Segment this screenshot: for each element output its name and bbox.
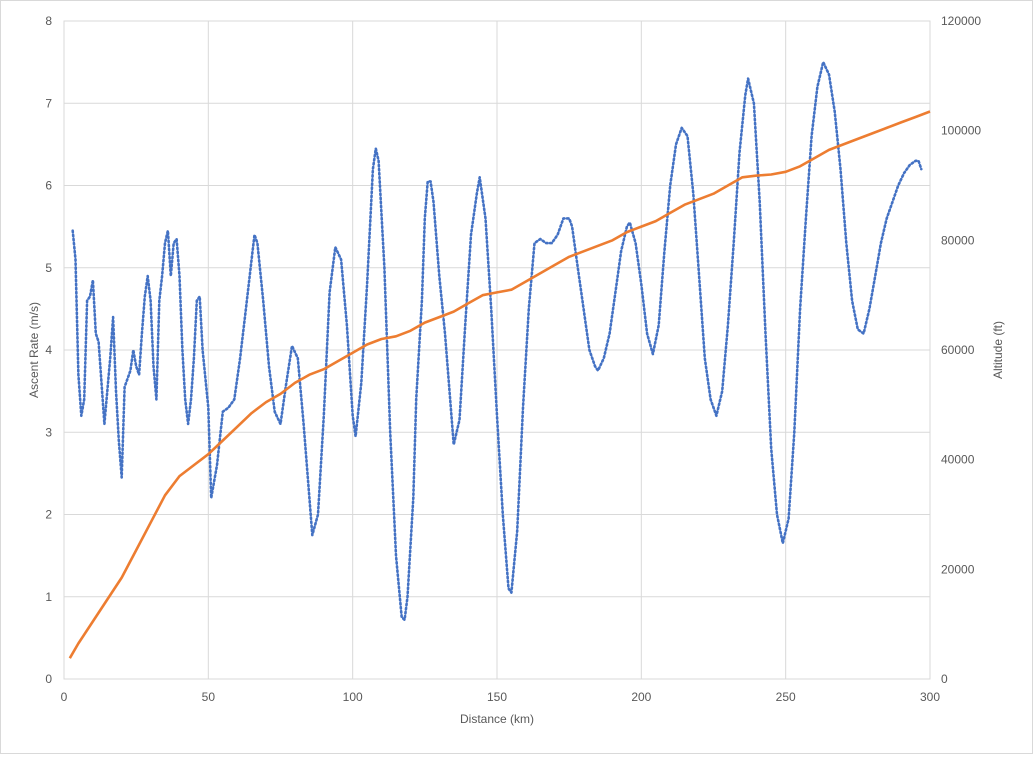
- y2-tick-label: 40000: [941, 453, 975, 467]
- y2-axis-ticks: 0 20000 40000 60000 80000 100000 120000: [941, 14, 981, 686]
- y2-axis-label: Altitude (ft): [991, 321, 1005, 379]
- x-tick-label: 100: [343, 690, 363, 704]
- y-tick-label: 2: [45, 508, 52, 522]
- y2-tick-label: 60000: [941, 343, 975, 357]
- y-tick-label: 7: [45, 96, 52, 110]
- y2-tick-label: 120000: [941, 14, 981, 28]
- y-tick-label: 1: [45, 590, 52, 604]
- x-tick-label: 150: [487, 690, 507, 704]
- y-tick-label: 0: [45, 672, 52, 686]
- y-tick-label: 8: [45, 14, 52, 28]
- y2-tick-label: 0: [941, 672, 948, 686]
- x-axis-ticks: 0 50 100 150 200 250 300: [61, 690, 941, 704]
- series-ascent-rate-line: [71, 60, 923, 622]
- x-tick-label: 250: [776, 690, 796, 704]
- x-tick-label: 50: [202, 690, 216, 704]
- x-tick-label: 0: [61, 690, 68, 704]
- y2-tick-label: 20000: [941, 562, 975, 576]
- gridlines: [63, 20, 931, 680]
- x-tick-label: 200: [631, 690, 651, 704]
- series-altitude-line: [68, 110, 931, 659]
- x-axis-label: Distance (km): [460, 712, 534, 726]
- y2-tick-label: 100000: [941, 124, 981, 138]
- y-tick-label: 4: [45, 343, 52, 357]
- y-tick-label: 5: [45, 261, 52, 275]
- y-tick-label: 6: [45, 179, 52, 193]
- y-axis-label: Ascent Rate (m/s): [27, 302, 41, 398]
- x-tick-label: 300: [920, 690, 940, 704]
- y2-tick-label: 80000: [941, 233, 975, 247]
- plot-area: [63, 20, 931, 680]
- y-axis-ticks: 0 1 2 3 4 5 6 7 8: [45, 14, 52, 686]
- y-tick-label: 3: [45, 425, 52, 439]
